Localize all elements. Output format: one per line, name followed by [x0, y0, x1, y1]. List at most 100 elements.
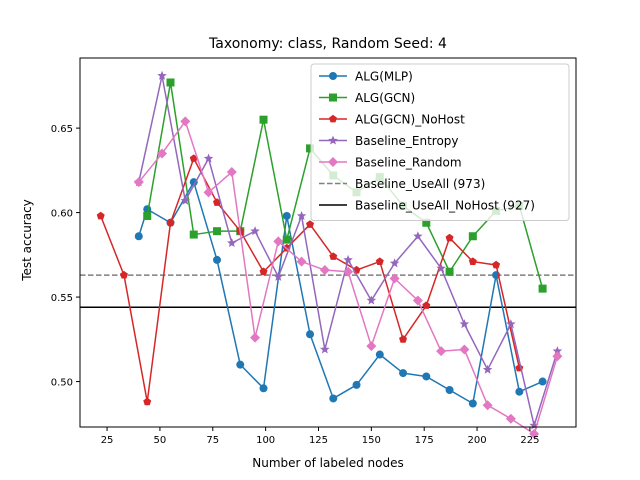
data-point-5-5 [226, 167, 237, 178]
x-tick-label: 25 [101, 435, 114, 446]
y-tick-label: 0.65 [51, 124, 73, 135]
data-point-5-15 [459, 344, 470, 355]
data-point-3-13 [375, 257, 384, 265]
y-tick-label: 0.55 [51, 293, 73, 304]
data-point-1-15 [445, 385, 454, 394]
data-point-4-15 [459, 319, 470, 329]
data-point-3-8 [259, 267, 268, 276]
legend-label-1: ALG(MLP) [355, 70, 413, 84]
data-point-1-11 [352, 380, 361, 389]
data-point-3-11 [329, 252, 338, 260]
x-tick-label: 175 [415, 435, 434, 446]
data-point-2-3 [189, 230, 198, 239]
x-tick-label: 200 [468, 435, 487, 446]
data-point-1-10 [329, 394, 338, 403]
data-point-2-1 [143, 211, 152, 220]
data-point-4-7 [273, 271, 284, 281]
data-point-4-16 [482, 364, 493, 374]
axes-frame [79, 57, 577, 428]
data-point-5-3 [180, 116, 191, 127]
data-point-2-7 [282, 235, 291, 244]
data-point-1-18 [515, 387, 524, 396]
data-point-3-4 [166, 218, 175, 227]
y-tick-label: 0.50 [51, 378, 73, 389]
legend: ALG(MLP) ALG(GCN) ALG(GCN)_NoHost Baseline_… [310, 63, 570, 221]
data-point-2-18 [538, 284, 547, 293]
data-point-1-6 [236, 360, 245, 369]
data-point-1-5 [213, 255, 222, 264]
x-tick-label: 150 [362, 435, 381, 446]
data-point-5-13 [412, 295, 423, 306]
data-point-3-18 [492, 260, 501, 269]
plot-area: 25 50 75 100 125 150 175 200 225 0.50 0.55 0.60 0.65 [51, 57, 577, 446]
data-point-1-1 [134, 232, 143, 241]
chart-title: Taxonomy: class, Random Seed: 4 [208, 36, 447, 52]
legend-label-7: Baseline_UseAll_NoHost (927) [355, 199, 535, 213]
data-point-4-9 [320, 344, 330, 354]
data-point-1-7 [259, 384, 268, 393]
data-point-2-13 [422, 218, 431, 227]
data-point-5-18 [529, 428, 540, 439]
data-point-5-4 [203, 187, 214, 198]
legend-label-3: ALG(GCN)_NoHost [355, 113, 465, 127]
x-tick-label: 50 [154, 435, 167, 446]
data-point-4-11 [366, 295, 377, 305]
legend-marker-5 [328, 157, 338, 167]
data-point-3-2 [119, 270, 128, 279]
data-point-4-19 [552, 346, 563, 356]
data-point-2-14 [445, 267, 454, 276]
y-tick-label: 0.60 [51, 209, 73, 220]
data-point-3-5 [189, 154, 198, 162]
x-tick-label: 75 [206, 435, 219, 446]
data-point-1-4 [189, 178, 198, 187]
data-point-4-3 [180, 195, 191, 205]
data-point-5-12 [389, 273, 400, 284]
data-point-5-14 [436, 346, 447, 357]
data-point-3-14 [399, 335, 408, 343]
data-point-3-15 [422, 301, 431, 309]
legend-marker-2 [329, 93, 337, 102]
data-point-4-14 [436, 263, 446, 273]
data-point-3-3 [143, 397, 152, 406]
data-point-1-14 [422, 372, 431, 381]
legend-box [310, 63, 570, 221]
data-point-1-12 [375, 350, 384, 359]
data-point-5-7 [273, 236, 284, 247]
data-point-5-16 [482, 400, 493, 411]
data-point-4-5 [227, 238, 237, 248]
data-point-5-8 [296, 256, 307, 267]
legend-marker-3 [329, 114, 337, 123]
legend-marker-1 [329, 72, 337, 80]
data-point-3-1 [96, 211, 105, 220]
data-point-4-4 [203, 153, 214, 163]
data-point-2-4 [213, 227, 222, 236]
data-point-2-2 [166, 78, 175, 87]
legend-label-6: Baseline_UseAll (973) [355, 177, 485, 191]
legend-label-5: Baseline_Random [355, 156, 462, 170]
legend-label-4: Baseline_Entropy [355, 134, 459, 148]
data-point-4-10 [343, 254, 353, 264]
data-point-5-2 [157, 148, 168, 159]
data-point-1-16 [468, 399, 477, 408]
data-point-3-10 [306, 220, 315, 228]
data-point-4-8 [296, 210, 307, 221]
data-point-5-9 [319, 265, 330, 276]
data-point-2-15 [468, 232, 477, 241]
data-point-1-13 [399, 369, 408, 378]
data-point-1-19 [538, 377, 547, 386]
data-point-4-13 [413, 231, 423, 241]
data-point-4-17 [506, 319, 516, 329]
data-point-5-1 [133, 177, 144, 188]
data-point-1-8 [282, 211, 291, 220]
data-point-4-18 [529, 420, 539, 430]
data-point-3-16 [445, 233, 454, 242]
data-point-4-2 [157, 70, 167, 80]
data-point-5-19 [552, 351, 563, 362]
data-point-4-12 [389, 258, 400, 268]
data-point-5-6 [250, 332, 261, 343]
y-axis-label: Test accuracy [20, 199, 34, 282]
data-point-2-6 [259, 115, 268, 124]
data-point-4-6 [250, 226, 260, 236]
data-point-5-17 [505, 413, 516, 424]
legend-marker-4 [328, 135, 338, 145]
